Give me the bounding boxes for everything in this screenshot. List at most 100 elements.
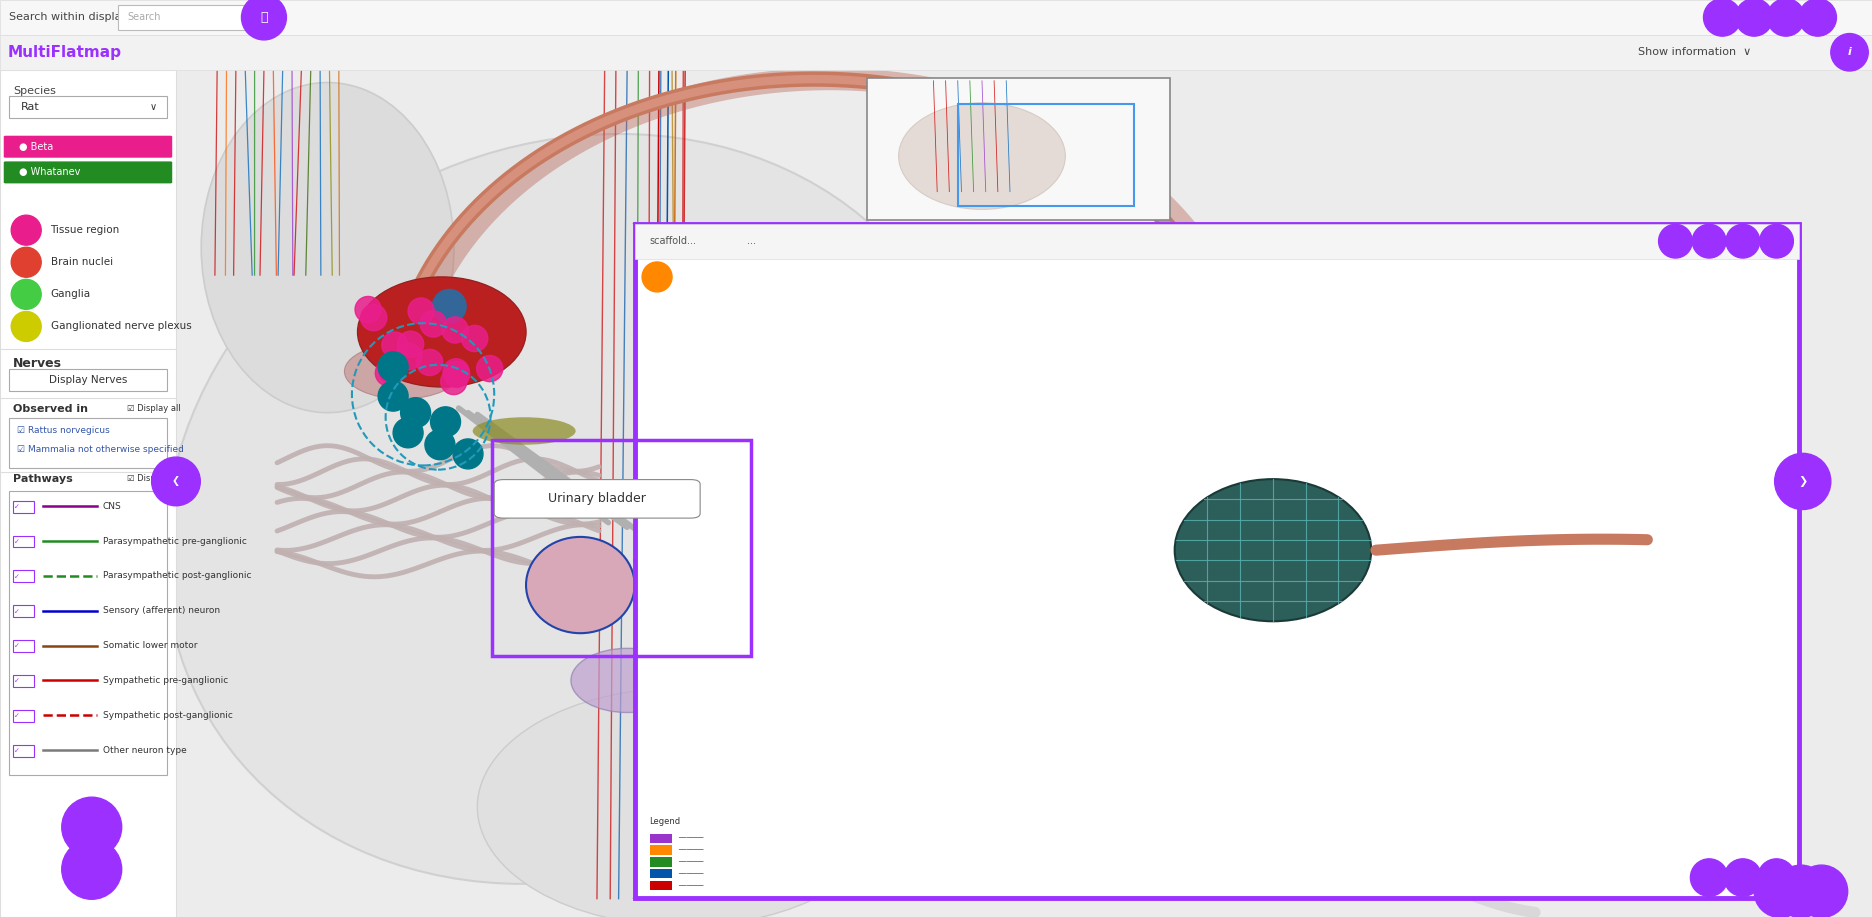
- Text: ● Beta: ● Beta: [19, 142, 52, 151]
- Text: ──────: ──────: [678, 835, 704, 841]
- Ellipse shape: [11, 280, 41, 309]
- Text: ✓: ✓: [15, 679, 21, 684]
- Text: Search within display: Search within display: [9, 13, 129, 22]
- Text: Observed in: Observed in: [13, 404, 88, 414]
- Ellipse shape: [419, 311, 446, 337]
- Text: i: i: [1848, 48, 1851, 57]
- Text: ☑ Display all: ☑ Display all: [127, 404, 182, 414]
- Bar: [13, 675, 34, 687]
- Ellipse shape: [358, 277, 526, 387]
- Bar: [9, 369, 167, 391]
- Ellipse shape: [1775, 453, 1831, 510]
- Text: Ganglionated nerve plexus: Ganglionated nerve plexus: [51, 322, 191, 331]
- Ellipse shape: [11, 248, 41, 277]
- Text: ✓: ✓: [15, 748, 21, 754]
- Ellipse shape: [382, 332, 408, 359]
- Text: ✓: ✓: [15, 504, 21, 510]
- Text: Rat: Rat: [21, 103, 39, 112]
- Ellipse shape: [1799, 0, 1836, 36]
- Ellipse shape: [417, 349, 444, 376]
- Ellipse shape: [241, 0, 286, 39]
- Bar: [0, 0, 1872, 35]
- Ellipse shape: [1831, 34, 1868, 71]
- Ellipse shape: [1690, 859, 1728, 896]
- Text: Search: Search: [127, 13, 161, 22]
- Ellipse shape: [1735, 0, 1773, 36]
- Bar: [635, 224, 1799, 898]
- Bar: [13, 536, 34, 547]
- Text: ∨: ∨: [150, 103, 157, 112]
- Text: ✓: ✓: [15, 644, 21, 649]
- FancyBboxPatch shape: [4, 136, 172, 158]
- Bar: [650, 845, 672, 855]
- Text: MultiFlatmap: MultiFlatmap: [7, 45, 122, 60]
- Bar: [0, 70, 176, 917]
- Ellipse shape: [442, 317, 468, 343]
- Ellipse shape: [395, 344, 421, 370]
- Ellipse shape: [1176, 479, 1370, 622]
- Ellipse shape: [356, 296, 382, 323]
- Text: ✓: ✓: [15, 539, 21, 545]
- Bar: [0, 35, 1872, 70]
- Ellipse shape: [1775, 865, 1827, 917]
- Ellipse shape: [444, 359, 470, 385]
- Text: ✓: ✓: [15, 609, 21, 614]
- Bar: [13, 745, 34, 757]
- Ellipse shape: [11, 312, 41, 341]
- Text: Show information  ∨: Show information ∨: [1638, 48, 1750, 57]
- Text: Sensory (afferent) neuron: Sensory (afferent) neuron: [103, 606, 221, 615]
- Bar: [13, 710, 34, 722]
- Text: Brain nuclei: Brain nuclei: [51, 258, 112, 267]
- Ellipse shape: [899, 103, 1065, 209]
- Ellipse shape: [477, 688, 889, 917]
- Ellipse shape: [474, 417, 577, 445]
- Ellipse shape: [477, 356, 504, 381]
- Bar: [867, 78, 1170, 220]
- Text: Legend: Legend: [650, 817, 681, 826]
- Ellipse shape: [1659, 225, 1692, 258]
- Text: ──────: ──────: [678, 871, 704, 877]
- Ellipse shape: [431, 407, 461, 436]
- Text: ❮: ❮: [172, 477, 180, 486]
- Ellipse shape: [1767, 0, 1805, 36]
- Bar: [9, 418, 167, 468]
- Ellipse shape: [571, 648, 683, 713]
- Ellipse shape: [444, 361, 470, 387]
- Text: Tissue region: Tissue region: [51, 226, 120, 235]
- Bar: [650, 881, 672, 890]
- Text: ☑ Display all: ☑ Display all: [127, 474, 182, 483]
- Ellipse shape: [200, 83, 455, 413]
- Text: Species: Species: [13, 86, 56, 95]
- Ellipse shape: [1704, 0, 1741, 36]
- Bar: [13, 640, 34, 652]
- Text: ──────: ──────: [678, 859, 704, 865]
- Text: Somatic lower motor: Somatic lower motor: [103, 641, 197, 650]
- Ellipse shape: [462, 326, 489, 351]
- Ellipse shape: [440, 369, 466, 394]
- Ellipse shape: [1760, 225, 1793, 258]
- Ellipse shape: [380, 358, 406, 384]
- Text: Pathways: Pathways: [13, 474, 73, 483]
- Ellipse shape: [397, 331, 423, 358]
- Bar: [118, 5, 245, 30]
- Bar: [13, 501, 34, 513]
- Ellipse shape: [11, 215, 41, 245]
- Bar: [650, 834, 672, 843]
- Text: ✓: ✓: [15, 574, 21, 580]
- Text: Ganglia: Ganglia: [51, 290, 90, 299]
- Text: ──────: ──────: [678, 883, 704, 889]
- FancyBboxPatch shape: [494, 480, 700, 518]
- Ellipse shape: [425, 430, 455, 459]
- Ellipse shape: [62, 797, 122, 857]
- Text: CNS: CNS: [103, 502, 122, 511]
- Ellipse shape: [453, 439, 483, 469]
- Ellipse shape: [1758, 859, 1795, 896]
- Text: ...: ...: [747, 237, 756, 246]
- Bar: [9, 96, 167, 118]
- Bar: [13, 605, 34, 617]
- Text: Nerves: Nerves: [13, 357, 62, 370]
- Text: Display Nerves: Display Nerves: [49, 375, 127, 384]
- Ellipse shape: [408, 298, 434, 324]
- Text: Urinary bladder: Urinary bladder: [548, 492, 646, 505]
- Bar: [650, 857, 672, 867]
